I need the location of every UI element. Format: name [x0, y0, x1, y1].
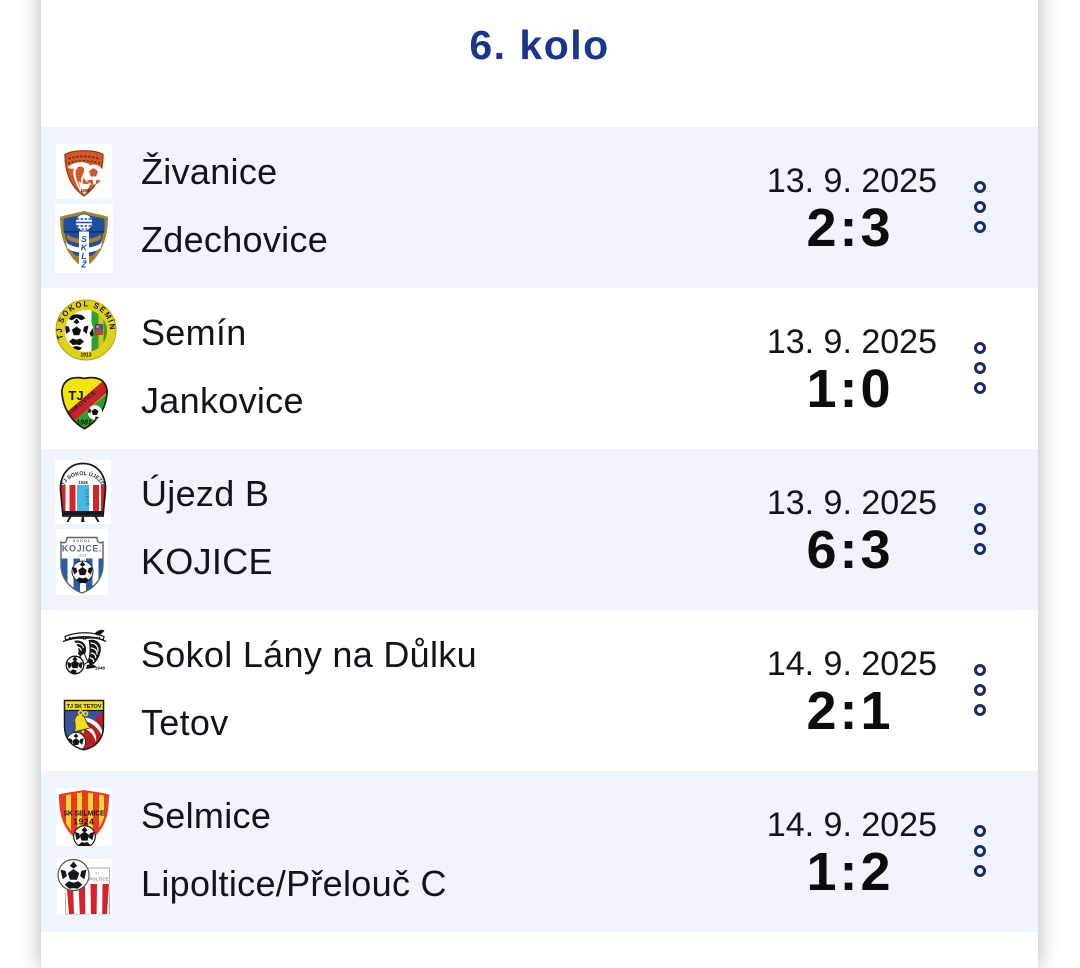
- svg-text:K: K: [81, 242, 88, 252]
- svg-text:L: L: [81, 251, 86, 261]
- svg-text:ÚJEZD: ÚJEZD: [85, 489, 92, 507]
- svg-text:1928: 1928: [78, 480, 88, 485]
- svg-text:1981: 1981: [76, 420, 92, 427]
- svg-text:1923: 1923: [78, 554, 86, 558]
- svg-text:KOJICE.: KOJICE.: [62, 544, 102, 554]
- svg-text:1946: 1946: [95, 665, 106, 670]
- svg-text:SOKOL: SOKOL: [73, 539, 92, 543]
- svg-text:1913: 1913: [80, 353, 91, 359]
- svg-text:1982: 1982: [80, 188, 90, 193]
- svg-text:LIPOLTICE: LIPOLTICE: [85, 876, 108, 881]
- svg-text:TJ: TJ: [95, 871, 99, 875]
- svg-text:S: S: [81, 234, 87, 244]
- svg-text:Ž: Ž: [80, 258, 87, 269]
- svg-text:SK SELMICE: SK SELMICE: [63, 810, 105, 817]
- svg-text:TJ SK TETOV: TJ SK TETOV: [67, 704, 102, 710]
- svg-text:TJ: TJ: [68, 388, 83, 403]
- svg-text:1924: 1924: [74, 817, 95, 826]
